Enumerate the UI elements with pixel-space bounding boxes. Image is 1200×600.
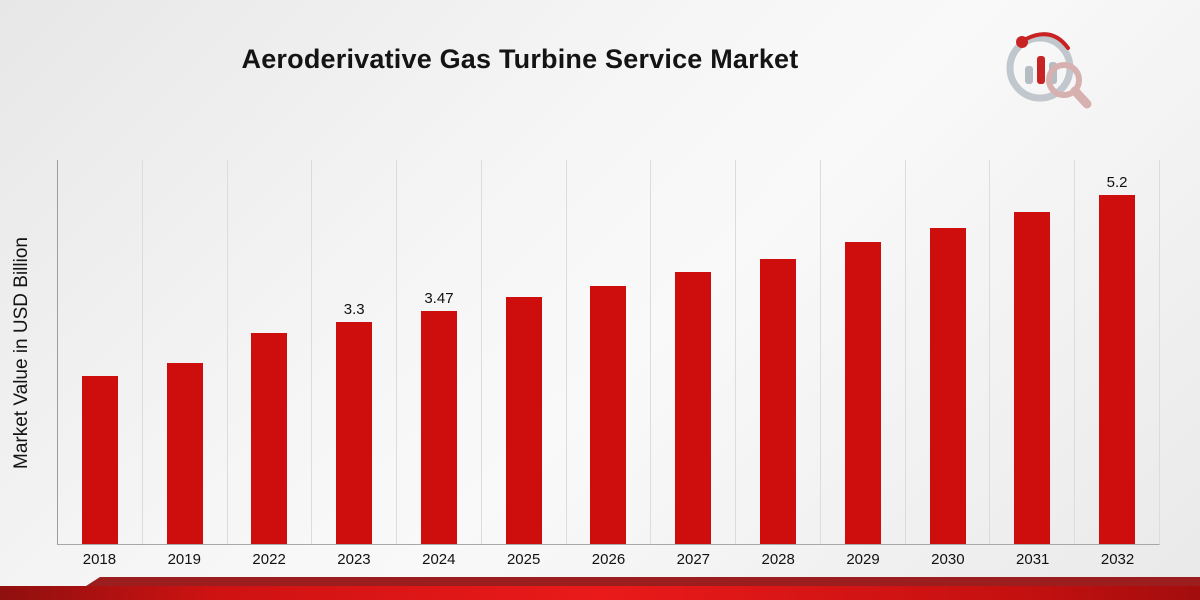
bar-2032 [1099,194,1136,544]
bar-column [735,160,820,544]
x-tick-label: 2023 [337,551,371,568]
footer-ribbon [0,586,1200,600]
bar-value-label: 3.47 [424,290,454,308]
bar-2026 [590,285,627,544]
bar-2029 [844,241,881,544]
x-tick-label: 2025 [506,551,541,568]
x-tick-label: 2028 [761,551,795,568]
market-research-logo-icon [1006,32,1092,109]
x-tick-label: 2032 [1100,551,1135,568]
bar-2028 [760,258,796,544]
bar-2018 [81,376,118,544]
x-tick-label: 2029 [846,551,880,568]
bar-2023 [336,322,373,544]
x-tick-label: 2030 [931,551,965,568]
bar-column [58,160,142,544]
bar-column [480,160,566,544]
footer-ribbon-dark [86,577,1200,586]
bar-2024 [420,311,457,544]
bar-column [819,160,905,544]
x-tick-label: 2018 [82,551,117,568]
bar-column [650,160,735,544]
x-tick-label: 2024 [422,551,456,568]
x-tick-label: 2022 [252,551,286,568]
x-tick-label: 2019 [167,551,201,568]
bar-column [226,160,312,544]
chart: 3.3 3.47 5.2 [57,160,1160,545]
bar-2027 [675,272,712,544]
x-tick-label: 2031 [1016,551,1050,568]
bar-column [904,160,990,544]
bar-2019 [166,362,203,544]
x-tick-label: 2027 [676,551,711,568]
bar-2022 [251,332,288,544]
bar-2030 [929,228,966,544]
bar-column: 3.47 [396,160,481,544]
bar-2025 [505,296,542,544]
bar-value-label: 3.3 [343,301,365,319]
bar-column: 3.3 [311,160,396,544]
bar-column [565,160,651,544]
x-axis: 2018 2019 2022 2023 2024 2025 2026 2027 2028 2029… [57,551,1160,568]
bar-column: 5.2 [1074,160,1159,544]
page-title: Aeroderivative Gas Turbine Service Marke… [241,44,799,74]
bar-value-label: 5.2 [1106,173,1128,191]
bar-2031 [1014,211,1051,544]
y-axis-label: Market Value in USD Billion [11,237,32,469]
x-tick-label: 2026 [591,551,626,568]
bar-column [989,160,1074,544]
bar-column [141,160,227,544]
plot-area: 3.3 3.47 5.2 [57,160,1160,545]
